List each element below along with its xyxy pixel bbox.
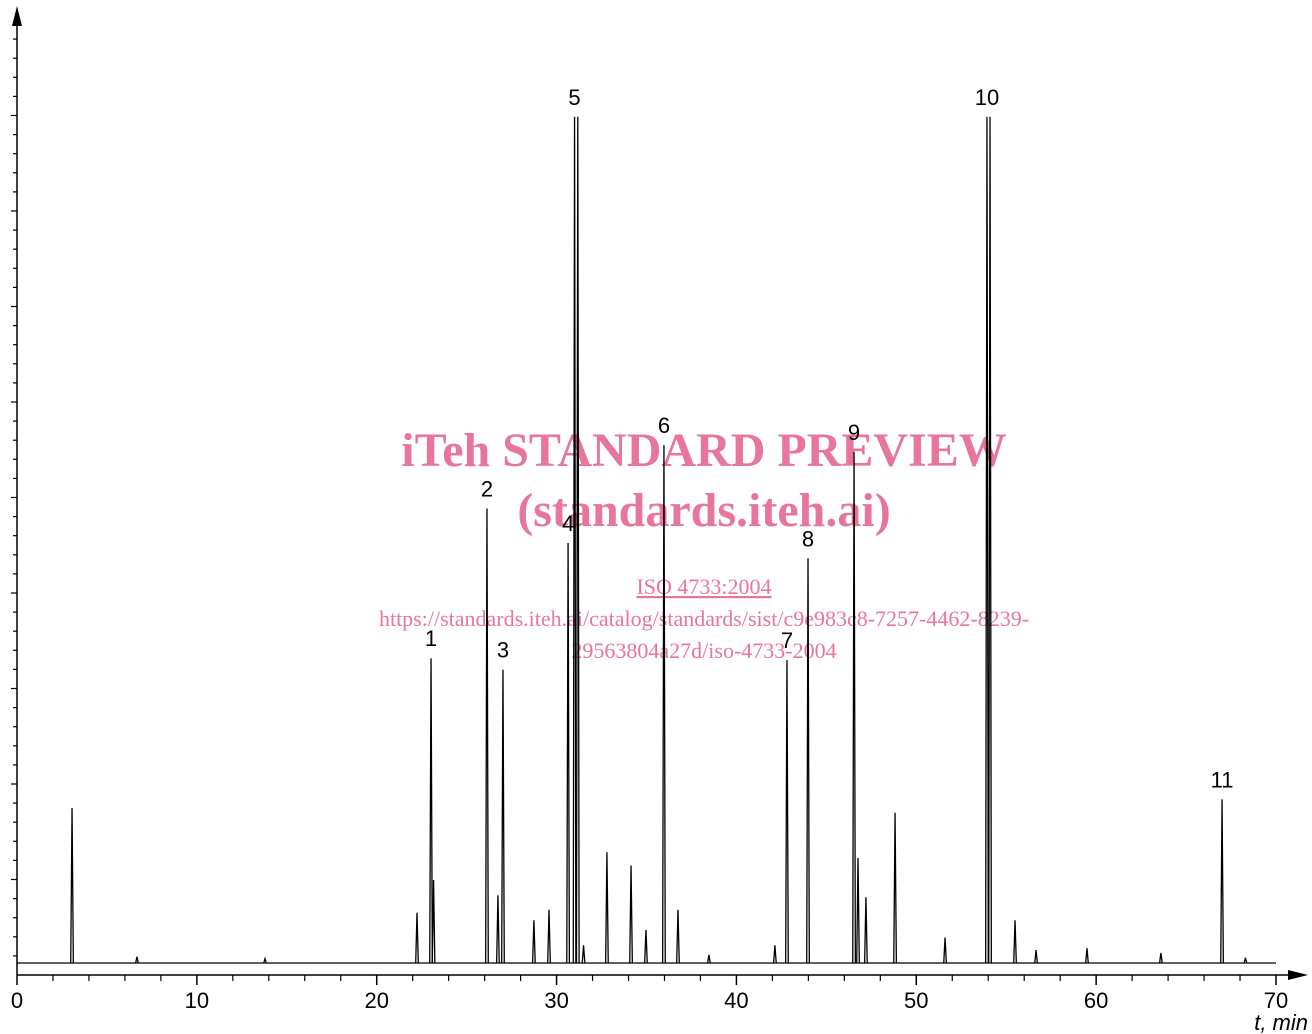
peak [676,909,680,964]
peak [135,956,139,964]
peak [604,852,609,964]
peak [1220,799,1224,964]
x-tick-label: 20 [364,988,388,1013]
peak-label: 8 [802,526,814,551]
peak [988,116,992,964]
watermark-link[interactable]: ISO 4733:2004 [636,574,771,599]
peak [431,879,436,964]
peak-label: 7 [781,628,793,653]
peak [415,912,419,964]
peak [644,929,648,964]
peak [856,857,860,964]
watermark-url[interactable]: https://standards.iteh.ai/catalog/standa… [379,606,1029,631]
peak [772,945,777,964]
peak-label: 1 [425,626,437,651]
peak [531,920,536,964]
peak [263,956,267,964]
x-tick-label: 10 [185,988,209,1013]
peak-label: 2 [481,476,493,501]
peak [1158,952,1163,964]
peak [501,669,505,964]
peak [943,937,948,964]
peak [985,116,989,964]
peak [566,542,571,964]
peak-label: 11 [1211,767,1234,792]
peak [485,508,489,964]
x-tick-label: 60 [1084,988,1108,1013]
peak [70,807,74,964]
peak [1085,948,1089,964]
peak [852,451,857,964]
peak [1034,949,1039,964]
peak-label: 4 [562,511,574,536]
peak-label: 9 [848,420,860,445]
peak [1013,920,1017,964]
peak [806,558,810,964]
peak [429,658,433,964]
peak [575,116,580,964]
x-tick-label: 50 [904,988,928,1013]
peak [893,812,898,964]
peak [581,945,586,964]
x-tick-label: 30 [544,988,568,1013]
peak [547,909,551,964]
x-axis-arrow [1288,970,1308,980]
x-axis-label: t, min [1254,1010,1308,1034]
x-tick-label: 70 [1264,988,1288,1013]
watermark-url[interactable]: 29563804a27d/iso-4733-2004 [571,638,836,663]
peak-label: 5 [568,85,580,110]
peak-label: 3 [497,638,509,663]
peak [572,116,577,964]
peak [661,445,666,964]
x-tick-label: 0 [11,988,23,1013]
watermark-title: iTeh STANDARD PREVIEW [401,424,1006,477]
peak [1243,957,1248,964]
y-axis-arrow [12,6,22,26]
peak [629,865,633,964]
x-tick-label: 40 [724,988,748,1013]
peak [785,660,789,964]
peak [863,897,868,964]
watermark-subtitle: (standards.iteh.ai) [517,484,890,537]
peak [495,895,500,964]
peak [706,954,711,964]
peak-label: 10 [975,85,999,110]
peak-label: 6 [658,413,670,438]
